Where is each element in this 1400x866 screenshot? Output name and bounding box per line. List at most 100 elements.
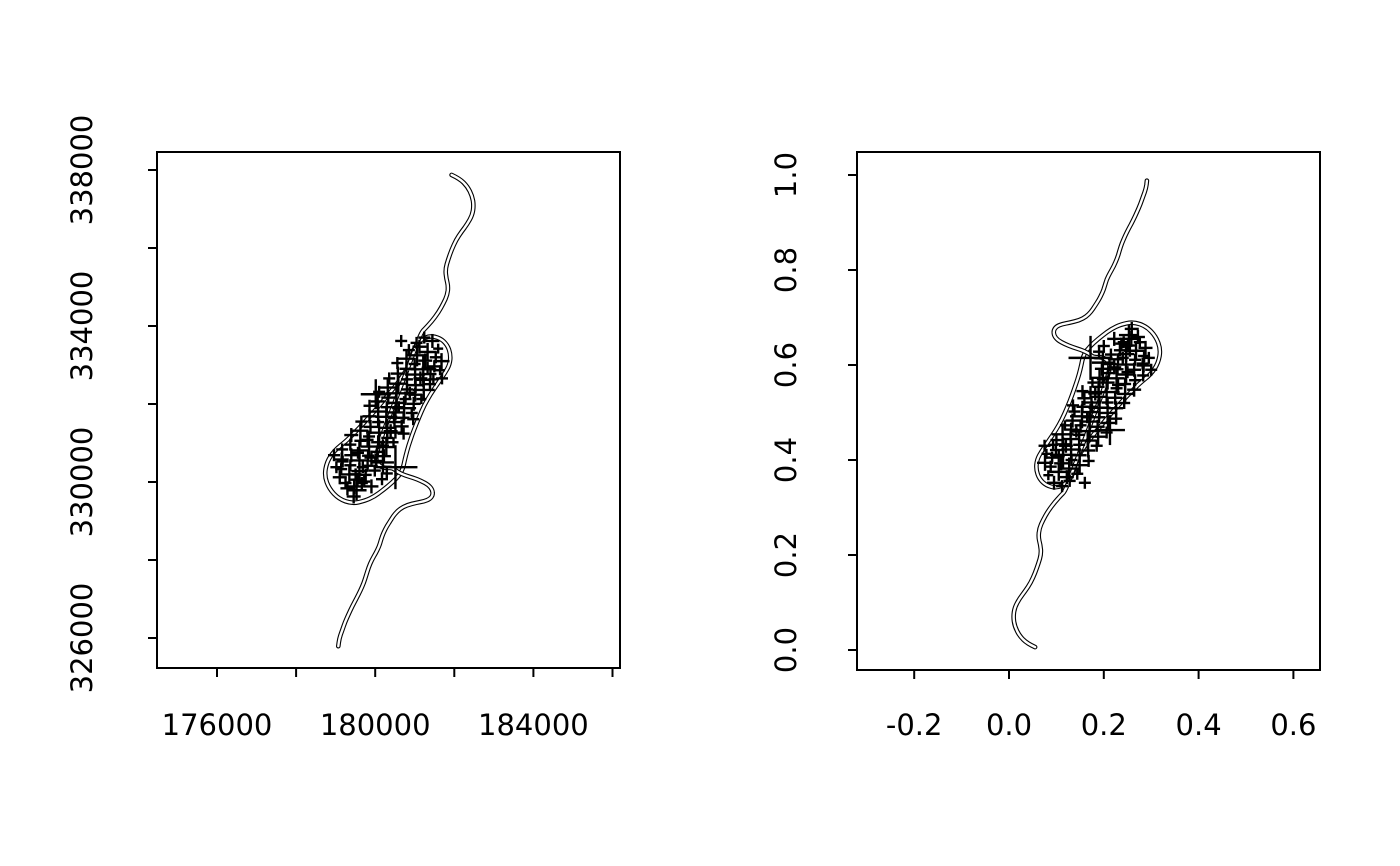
data-point-plus-marker — [410, 336, 423, 349]
data-point-plus-marker — [332, 470, 347, 485]
data-point-plus-marker — [424, 368, 437, 381]
data-point-plus-marker — [388, 437, 399, 448]
data-point-plus-marker — [1058, 438, 1073, 453]
data-point-plus-marker — [1096, 373, 1109, 386]
data-point-plus-marker — [1112, 378, 1125, 391]
data-point-plus-marker — [389, 374, 408, 393]
x-axis-tick-label: 0.0 — [986, 708, 1032, 742]
right-plot-y-axis: 0.0 0.2 0.4 0.6 0.8 1.0 — [769, 152, 857, 673]
data-point-plus-marker — [377, 438, 396, 457]
x-axis-tick-label: 0.4 — [1176, 708, 1222, 742]
data-point-plus-marker — [1090, 439, 1103, 452]
data-point-plus-marker — [1121, 366, 1134, 379]
data-point-plus-marker — [328, 449, 340, 462]
data-point-plus-marker — [364, 450, 379, 465]
data-point-plus-marker — [1090, 368, 1109, 387]
data-point-plus-marker — [395, 334, 408, 347]
data-point-plus-marker — [1059, 420, 1070, 431]
window-boundary-inner — [1035, 321, 1162, 489]
data-point-plus-marker — [1145, 363, 1158, 376]
data-point-plus-marker — [1071, 467, 1084, 480]
data-point-plus-marker — [358, 475, 371, 488]
data-point-plus-marker — [371, 451, 394, 474]
data-point-plus-marker — [1087, 377, 1098, 388]
data-point-plus-marker — [1093, 345, 1106, 358]
left-plot-shapes — [322, 172, 476, 649]
x-axis-tick-label: 184000 — [478, 708, 589, 742]
data-point-plus-marker — [403, 386, 416, 399]
data-point-plus-marker — [1133, 336, 1146, 349]
data-point-plus-marker — [392, 401, 405, 414]
data-point-plus-marker — [1047, 475, 1062, 490]
data-point-plus-marker — [412, 378, 435, 401]
y-axis-tick-label: 0.4 — [769, 437, 803, 483]
data-point-plus-marker — [1107, 360, 1122, 375]
y-axis-tick-label: 0.6 — [769, 342, 803, 388]
left-plot-y-axis: 326000 330000 334000 338000 — [65, 115, 157, 694]
right-plot-frame — [856, 151, 1321, 671]
data-point-plus-marker — [1085, 400, 1098, 413]
data-point-plus-marker — [1088, 386, 1103, 401]
data-point-plus-marker — [1117, 336, 1130, 349]
data-point-plus-marker — [373, 445, 418, 490]
data-point-plus-marker — [1054, 456, 1069, 471]
right-plot: -0.2 0.0 0.2 0.4 0.6 0.0 0.2 0.4 0.6 0.8 1.0 — [769, 151, 1321, 742]
y-axis-tick-label: 334000 — [65, 271, 99, 382]
left-plot-frame — [156, 151, 621, 669]
data-point-plus-marker — [1074, 419, 1087, 432]
river-curve-inner — [337, 173, 475, 648]
data-point-plus-marker — [1052, 450, 1065, 463]
data-point-plus-marker — [425, 333, 440, 348]
data-point-plus-marker — [394, 419, 409, 434]
data-point-plus-marker — [1076, 385, 1089, 398]
data-point-plus-marker — [330, 461, 343, 474]
window-boundary-inner — [324, 335, 452, 504]
data-point-plus-marker — [1136, 357, 1149, 370]
x-axis-tick-label: -0.2 — [886, 708, 943, 742]
data-point-plus-marker — [399, 393, 412, 406]
data-point-plus-marker — [339, 477, 352, 490]
x-axis-tick-label: 0.6 — [1270, 708, 1316, 742]
data-point-plus-marker — [1115, 337, 1128, 350]
data-point-plus-marker — [435, 365, 446, 376]
data-point-plus-marker — [388, 411, 400, 424]
data-point-plus-marker — [1091, 351, 1114, 374]
plot-box — [856, 151, 1321, 671]
data-point-plus-marker — [1077, 391, 1092, 406]
data-point-plus-marker — [1056, 480, 1069, 493]
data-point-plus-marker — [416, 394, 427, 405]
data-point-plus-marker — [1123, 344, 1136, 357]
data-point-plus-marker — [407, 413, 420, 426]
y-axis-tick-label: 0.2 — [769, 532, 803, 578]
data-point-plus-marker — [1081, 411, 1094, 424]
left-plot-x-axis: 176000 180000 184000 — [162, 668, 614, 742]
x-axis-tick-label: 180000 — [320, 708, 431, 742]
data-point-plus-marker — [418, 353, 433, 368]
data-point-plus-marker — [1124, 321, 1139, 336]
data-point-plus-marker — [349, 468, 362, 481]
data-point-plus-marker — [352, 446, 364, 459]
data-point-plus-marker — [383, 372, 396, 385]
data-point-plus-marker — [421, 361, 434, 374]
data-point-plus-marker — [383, 424, 398, 439]
data-point-plus-marker — [1066, 399, 1079, 412]
x-axis-tick-label: 0.2 — [1081, 708, 1127, 742]
data-point-plus-marker — [405, 406, 418, 419]
data-point-plus-marker — [340, 481, 355, 496]
river-curve-inner — [1012, 179, 1149, 649]
data-point-plus-marker — [397, 427, 410, 440]
data-point-plus-marker — [1043, 470, 1054, 481]
data-point-plus-marker — [1142, 351, 1155, 364]
y-axis-tick-label: 0.8 — [769, 247, 803, 293]
y-axis-tick-label: 326000 — [65, 583, 99, 694]
data-point-plus-marker — [1070, 425, 1083, 438]
data-point-plus-marker — [418, 331, 431, 344]
data-point-plus-marker — [1078, 431, 1097, 450]
data-point-plus-marker — [1068, 405, 1081, 418]
data-point-plus-marker — [1041, 448, 1052, 459]
data-point-plus-marker — [376, 439, 389, 452]
data-point-plus-marker — [346, 489, 361, 504]
data-point-plus-marker — [1049, 462, 1068, 481]
data-point-plus-marker — [1107, 331, 1122, 346]
data-point-plus-marker — [355, 477, 368, 490]
